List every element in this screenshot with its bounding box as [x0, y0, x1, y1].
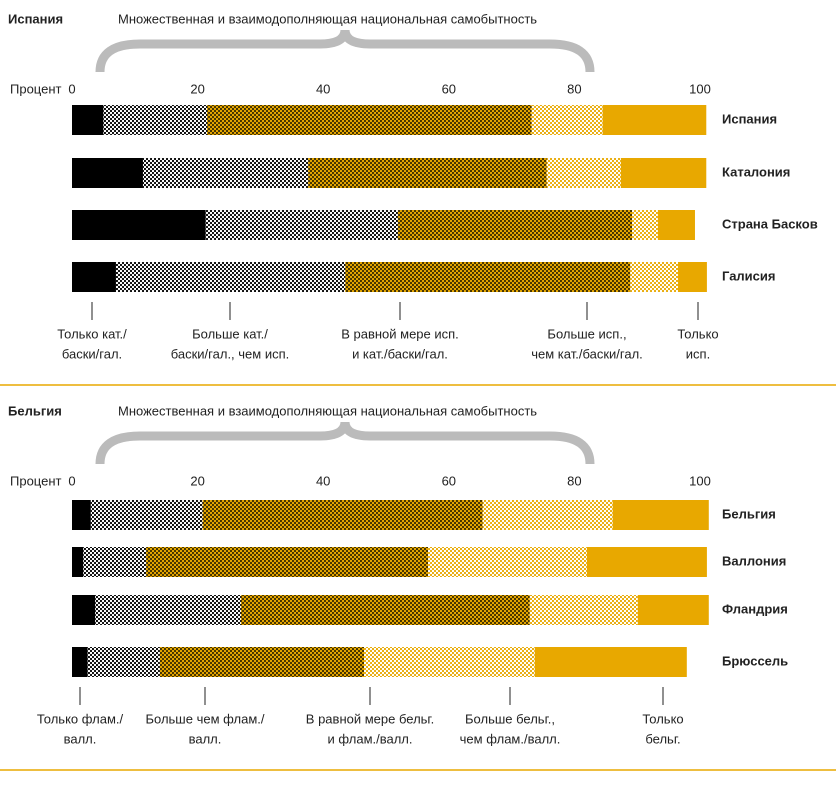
legend-label: чем флам./валл.: [460, 731, 561, 746]
legend-label: Больше бельг.,: [465, 711, 555, 726]
bar-segment: [159, 647, 365, 677]
bar-segment: [72, 262, 116, 292]
x-tick-label: 20: [190, 473, 204, 488]
x-tick-label: 40: [316, 81, 330, 96]
bar-segment: [632, 210, 658, 240]
bar-segment: [546, 158, 621, 188]
category-label: Брюссель: [722, 653, 788, 668]
bar-segment: [637, 595, 709, 625]
bar-segment: [72, 647, 88, 677]
bar-segment: [146, 547, 429, 577]
legend-label: баски/гал.: [62, 346, 122, 361]
bar-segment: [308, 158, 547, 188]
bar-segment: [205, 210, 398, 240]
x-tick-label: 60: [442, 473, 456, 488]
bar-segment: [90, 500, 203, 530]
bar-segment: [72, 595, 96, 625]
legend-label: исп.: [686, 346, 710, 361]
bar-segment: [482, 500, 613, 530]
x-tick-label: 0: [68, 81, 75, 96]
bar-segment: [612, 500, 709, 530]
bar-segment: [72, 105, 104, 135]
x-tick-label: 0: [68, 473, 75, 488]
bar-segment: [345, 262, 631, 292]
legend-label: и кат./баски/гал.: [352, 346, 448, 361]
x-tick-label: 80: [567, 473, 581, 488]
legend-label: бельг.: [645, 731, 680, 746]
bar-segment: [428, 547, 587, 577]
bar-segment: [529, 595, 638, 625]
legend-label: валл.: [64, 731, 97, 746]
brace: [95, 29, 595, 73]
bar-segment: [586, 547, 707, 577]
category-label: Испания: [722, 111, 777, 126]
legend-label: чем кат./баски/гал.: [531, 346, 643, 361]
legend-label: и флам./валл.: [327, 731, 412, 746]
category-label: Бельгия: [722, 506, 776, 521]
bar-segment: [240, 595, 530, 625]
bar-segment: [72, 500, 91, 530]
bar-segment: [72, 547, 84, 577]
x-tick-label: 100: [689, 473, 711, 488]
legend-label: Только: [642, 711, 683, 726]
legend-label: В равной мере бельг.: [306, 711, 434, 726]
x-axis-label: Процент: [10, 473, 62, 488]
bar-segment: [103, 105, 208, 135]
legend-label: Только флам./: [37, 711, 124, 726]
bar-segment: [72, 158, 143, 188]
legend-label: Больше кат./: [192, 326, 268, 341]
legend-label: Больше исп.,: [547, 326, 626, 341]
legend-label: Только кат./: [57, 326, 127, 341]
bar-segment: [397, 210, 633, 240]
bar-segment: [142, 158, 309, 188]
bar-segment: [115, 262, 346, 292]
legend-label: В равной мере исп.: [341, 326, 459, 341]
legend-label: Только: [677, 326, 718, 341]
bar-segment: [83, 547, 147, 577]
legend-label: валл.: [189, 731, 222, 746]
chart-title: Испания: [8, 11, 63, 26]
bar-segment: [657, 210, 695, 240]
bar-segment: [95, 595, 241, 625]
x-tick-label: 60: [442, 81, 456, 96]
category-label: Валлония: [722, 553, 786, 568]
bar-segment: [630, 262, 679, 292]
chart-subtitle: Множественная и взаимодополняющая национ…: [118, 403, 537, 418]
category-label: Каталония: [722, 164, 790, 179]
bar-segment: [72, 210, 206, 240]
x-tick-label: 40: [316, 473, 330, 488]
chart-subtitle: Множественная и взаимодополняющая национ…: [118, 11, 537, 26]
bar-segment: [202, 500, 483, 530]
bar-segment: [534, 647, 687, 677]
x-tick-label: 20: [190, 81, 204, 96]
x-axis-label: Процент: [10, 81, 62, 96]
x-tick-label: 80: [567, 81, 581, 96]
bar-segment: [620, 158, 707, 188]
bar-segment: [207, 105, 532, 135]
x-tick-label: 100: [689, 81, 711, 96]
legend-label: баски/гал., чем исп.: [171, 346, 290, 361]
category-label: Страна Басков: [722, 216, 818, 231]
bar-segment: [602, 105, 707, 135]
category-label: Фландрия: [722, 601, 788, 616]
category-label: Галисия: [722, 268, 776, 283]
bar-segment: [678, 262, 707, 292]
bar-segment: [531, 105, 603, 135]
bar-segment: [364, 647, 535, 677]
brace: [95, 421, 595, 465]
legend-label: Больше чем флам./: [145, 711, 264, 726]
chart-title: Бельгия: [8, 403, 62, 418]
bar-segment: [87, 647, 160, 677]
